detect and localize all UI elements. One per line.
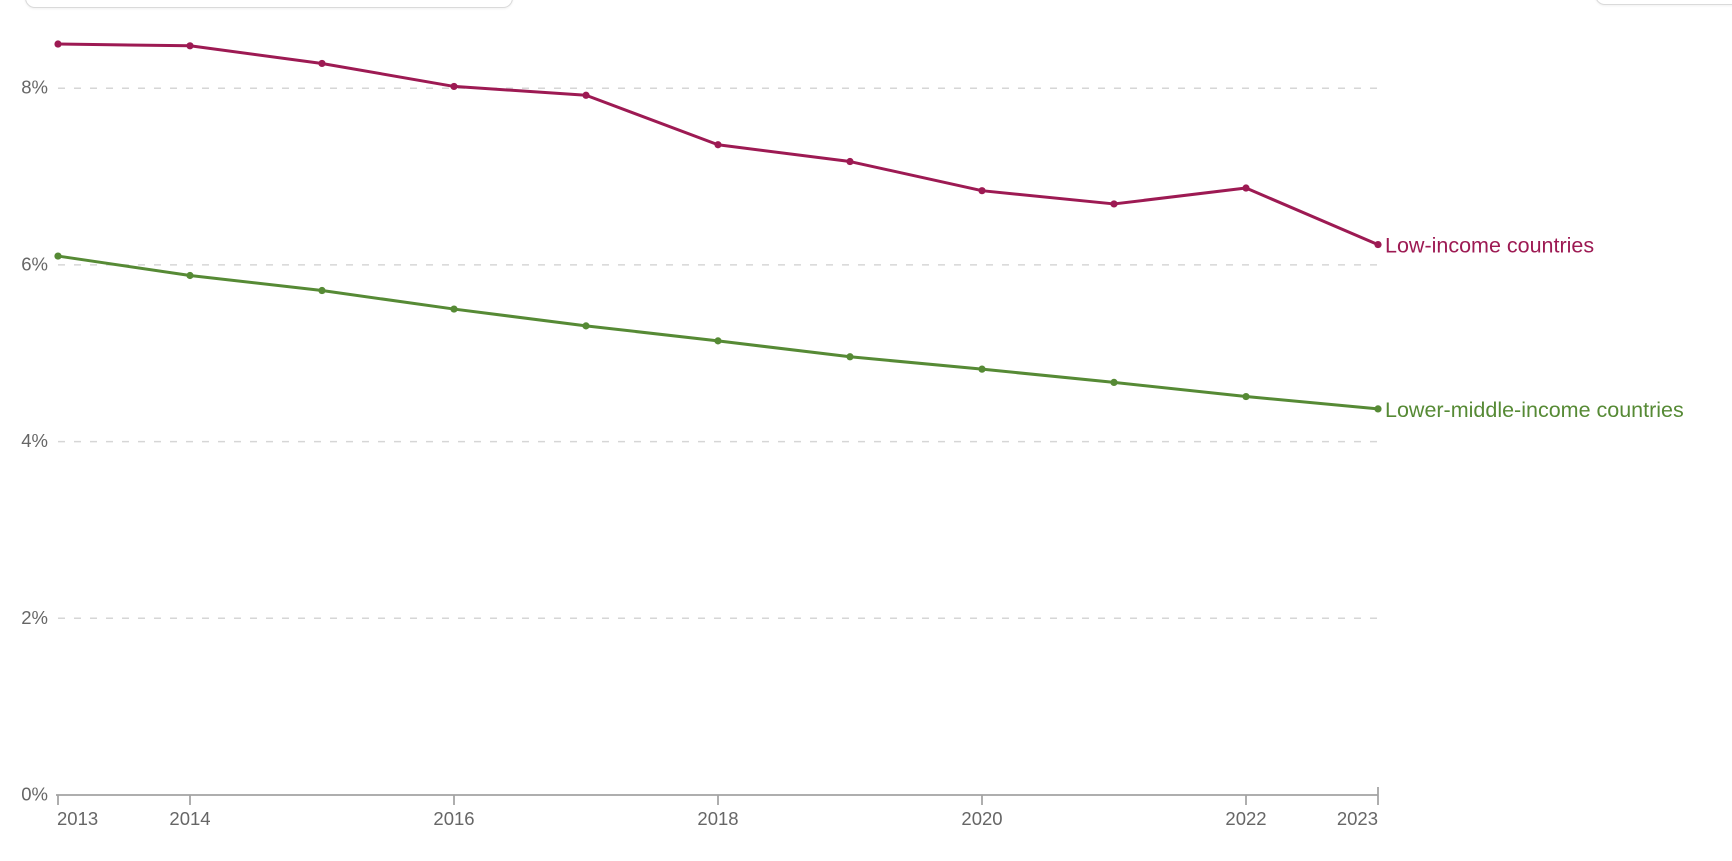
top-control-partial-left[interactable] bbox=[25, 0, 513, 8]
data-point-lower-middle-income-countries-2017[interactable] bbox=[582, 322, 590, 330]
data-point-lower-middle-income-countries-2014[interactable] bbox=[186, 271, 194, 280]
y-tick-label: 0% bbox=[21, 784, 48, 805]
data-point-lower-middle-income-countries-2022[interactable] bbox=[1242, 392, 1250, 401]
x-tick-label: 2020 bbox=[961, 808, 1002, 829]
x-tick-label: 2022 bbox=[1225, 808, 1266, 829]
series-line-lower-middle-income-countries[interactable] bbox=[56, 254, 1380, 411]
x-tick-label: 2023 bbox=[1337, 808, 1378, 829]
y-tick-label: 2% bbox=[21, 607, 48, 628]
data-point-low-income-countries-2017[interactable] bbox=[582, 91, 590, 99]
data-point-lower-middle-income-countries-2013[interactable] bbox=[54, 252, 62, 260]
data-point-lower-middle-income-countries-2019[interactable] bbox=[846, 353, 854, 361]
y-tick-label: 8% bbox=[21, 77, 48, 98]
x-tick-label: 2014 bbox=[169, 808, 210, 829]
data-point-lower-middle-income-countries-2015[interactable] bbox=[318, 286, 326, 295]
data-point-low-income-countries-2023[interactable] bbox=[1374, 240, 1382, 249]
x-tick-label: 2016 bbox=[433, 808, 474, 829]
y-tick-label: 4% bbox=[21, 430, 48, 451]
data-point-lower-middle-income-countries-2018[interactable] bbox=[714, 337, 722, 345]
top-control-partial-right[interactable] bbox=[1595, 0, 1732, 5]
data-point-lower-middle-income-countries-2016[interactable] bbox=[450, 305, 458, 313]
data-point-low-income-countries-2014[interactable] bbox=[186, 42, 194, 50]
x-tick-label: 2018 bbox=[697, 808, 738, 829]
series-end-label-low-income-countries[interactable]: Low-income countries bbox=[1385, 234, 1594, 258]
data-point-low-income-countries-2018[interactable] bbox=[714, 141, 722, 149]
data-point-lower-middle-income-countries-2023[interactable] bbox=[1374, 405, 1382, 413]
data-point-lower-middle-income-countries-2021[interactable] bbox=[1110, 378, 1118, 387]
data-point-low-income-countries-2019[interactable] bbox=[846, 157, 854, 166]
x-tick-label: 2013 bbox=[57, 808, 98, 829]
data-point-low-income-countries-2013[interactable] bbox=[54, 40, 62, 48]
data-point-low-income-countries-2022[interactable] bbox=[1242, 184, 1250, 192]
series-end-label-lower-middle-income-countries[interactable]: Lower-middle-income countries bbox=[1385, 398, 1684, 422]
data-point-lower-middle-income-countries-2020[interactable] bbox=[978, 365, 986, 373]
data-point-low-income-countries-2016[interactable] bbox=[450, 82, 458, 91]
data-point-low-income-countries-2015[interactable] bbox=[318, 59, 326, 68]
y-tick-label: 6% bbox=[21, 253, 48, 274]
data-point-low-income-countries-2021[interactable] bbox=[1110, 200, 1118, 208]
data-point-low-income-countries-2020[interactable] bbox=[978, 187, 986, 195]
